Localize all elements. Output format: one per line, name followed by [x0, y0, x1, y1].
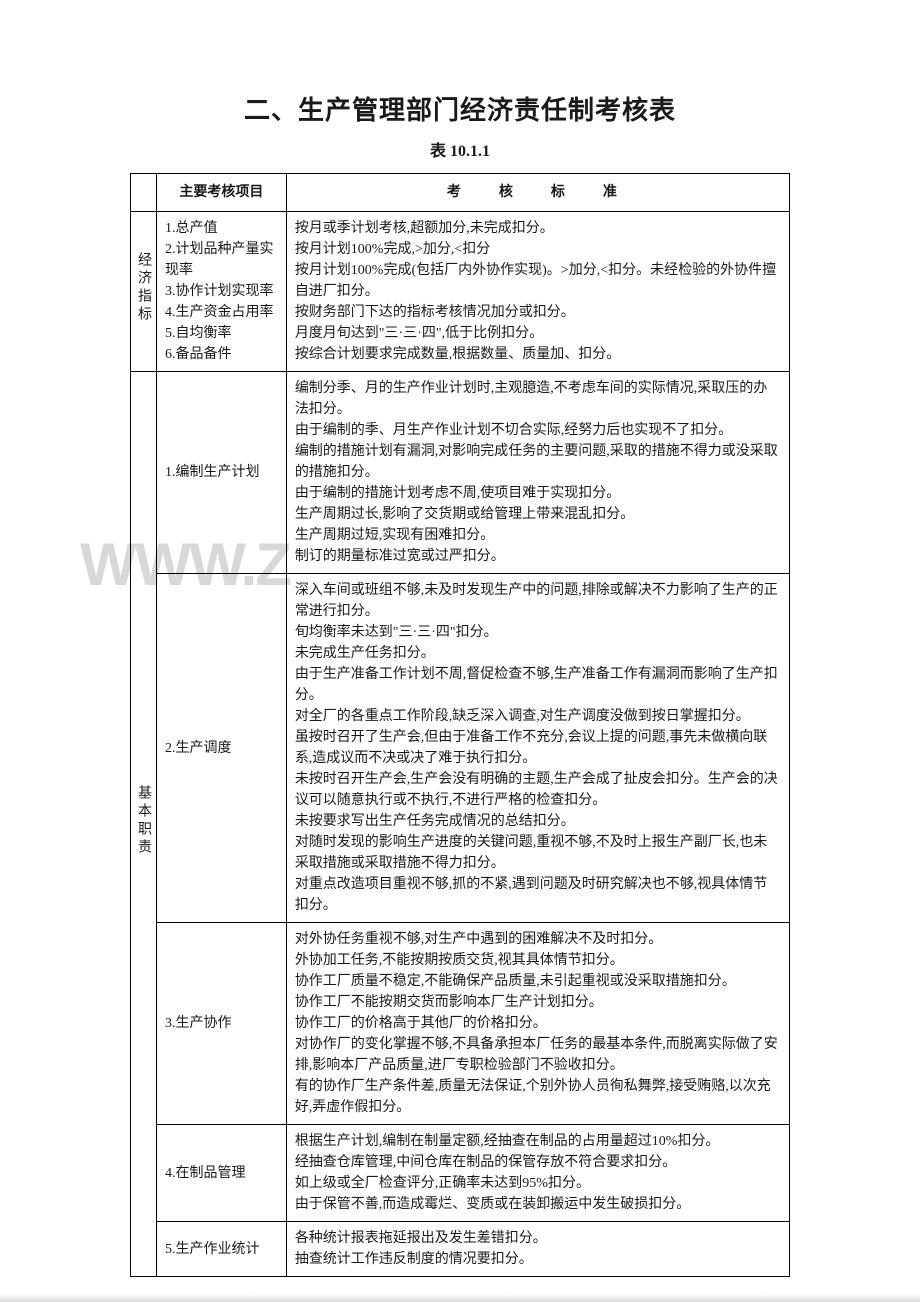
item-cell: 1.总产值2.计划品种产量实现率3.协作计划实现率4.生产资金占用率5.自均衡率… [157, 212, 287, 372]
header-blank [131, 174, 157, 212]
criteria-cell: 深入车间或班组不够,未及时发现生产中的问题,排除或解决不力影响了生产的正常进行扣… [286, 574, 789, 923]
group-label-economic: 经济指标 [131, 212, 157, 372]
item-cell: 1.编制生产计划 [157, 372, 287, 574]
item-cell: 2.生产调度 [157, 574, 287, 923]
table-row: 5.生产作业统计 各种统计报表拖延报出及发生差错扣分。抽查统计工作违反制度的情况… [131, 1222, 790, 1277]
criteria-cell: 对外协任务重视不够,对生产中遇到的困难解决不及时扣分。外协加工任务,不能按期按质… [286, 923, 789, 1125]
table-row: 基本职责 1.编制生产计划 编制分季、月的生产作业计划时,主观臆造,不考虑车间的… [131, 372, 790, 574]
header-item: 主要考核项目 [157, 174, 287, 212]
table-number: 表 10.1.1 [60, 137, 860, 161]
item-cell: 4.在制品管理 [157, 1125, 287, 1222]
table-row: 3.生产协作 对外协任务重视不够,对生产中遇到的困难解决不及时扣分。外协加工任务… [131, 923, 790, 1125]
table-row: 2.生产调度 深入车间或班组不够,未及时发现生产中的问题,排除或解决不力影响了生… [131, 574, 790, 923]
group-label-basic: 基本职责 [131, 372, 157, 1277]
table-row: 经济指标 1.总产值2.计划品种产量实现率3.协作计划实现率4.生产资金占用率5… [131, 212, 790, 372]
criteria-cell: 根据生产计划,编制在制量定额,经抽查在制品的占用量超过10%扣分。经抽查仓库管理… [286, 1125, 789, 1222]
header-criteria: 考 核 标 准 [286, 174, 789, 212]
criteria-cell: 编制分季、月的生产作业计划时,主观臆造,不考虑车间的实际情况,采取压的办法扣分。… [286, 372, 789, 574]
item-cell: 5.生产作业统计 [157, 1222, 287, 1277]
table-row: 4.在制品管理 根据生产计划,编制在制量定额,经抽查在制品的占用量超过10%扣分… [131, 1125, 790, 1222]
scan-shadow [0, 1294, 920, 1302]
assessment-table: 主要考核项目 考 核 标 准 经济指标 1.总产值2.计划品种产量实现率3.协作… [130, 173, 790, 1277]
table-header-row: 主要考核项目 考 核 标 准 [131, 174, 790, 212]
criteria-cell: 按月或季计划考核,超额加分,未完成扣分。按月计划100%完成,>加分,<扣分按月… [286, 212, 789, 372]
page-title: 二、生产管理部门经济责任制考核表 [60, 90, 860, 127]
criteria-cell: 各种统计报表拖延报出及发生差错扣分。抽查统计工作违反制度的情况要扣分。 [286, 1222, 789, 1277]
item-cell: 3.生产协作 [157, 923, 287, 1125]
